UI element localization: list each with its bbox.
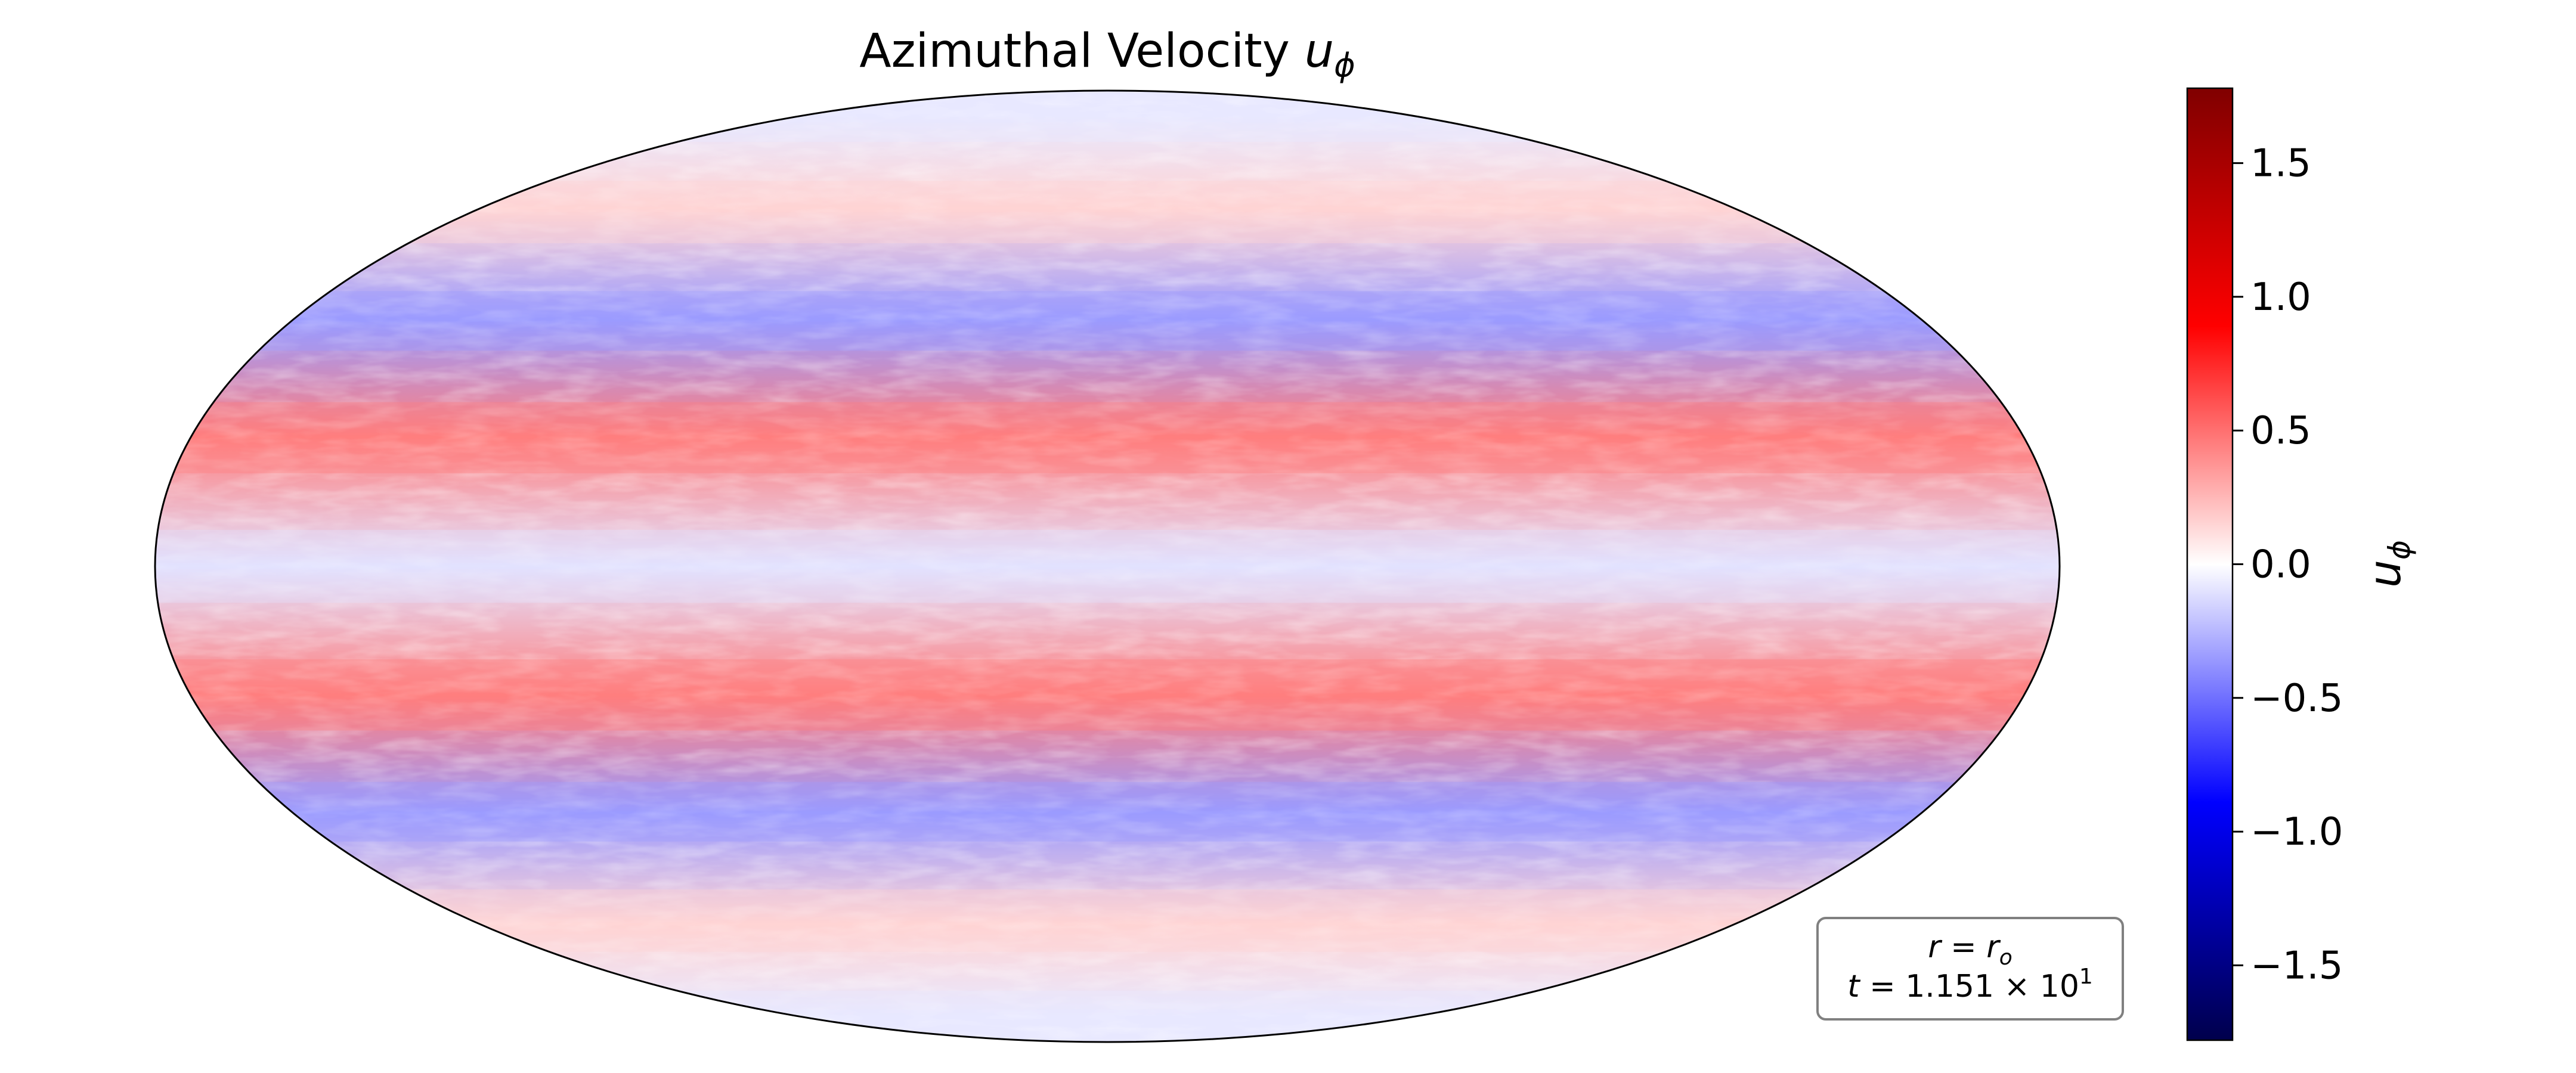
zonal-band-5: [155, 659, 2060, 731]
zonal-band-4: [155, 529, 2060, 603]
colorbar-tick-label: 1.5: [2250, 142, 2311, 186]
zonal-band-2: [155, 291, 2060, 351]
colorbar-tick-label: −0.5: [2250, 677, 2343, 721]
colorbar-gradient-bar: [2186, 87, 2234, 1041]
annotation-radius: r = ro: [1928, 929, 2012, 970]
turbulence-texture: [155, 91, 2060, 1042]
zonal-band-3: [155, 402, 2060, 473]
colorbar-tick-label: −1.0: [2250, 810, 2343, 854]
zonal-band-6: [155, 782, 2060, 842]
zonal-band-1: [155, 181, 2060, 243]
map-outline: [154, 89, 2061, 1043]
annotation-box: r = ro t = 1.151 × 101: [1816, 917, 2124, 1021]
colorbar-label: uϕ: [2360, 540, 2417, 588]
colorbar-tick-label: 0.5: [2250, 409, 2311, 453]
annotation-time: t = 1.151 × 101: [1847, 965, 2093, 1004]
zonal-band-8: [155, 991, 2060, 1028]
zonal-band-7: [155, 889, 2060, 952]
chart-title: Azimuthal Velocity uϕ: [859, 24, 1355, 84]
mollweide-map: [154, 89, 2061, 1043]
colorbar-tick-label: 0.0: [2250, 543, 2311, 587]
colorbar-tick-label: 1.0: [2250, 275, 2311, 320]
colorbar-tick-label: −1.5: [2250, 944, 2343, 988]
colorbar: 1.5 1.0 0.5 0.0 −0.5 −1.0 −1.5 uϕ: [2186, 87, 2417, 1041]
colorbar-ticks: 1.5 1.0 0.5 0.0 −0.5 −1.0 −1.5: [2233, 142, 2343, 988]
zonal-band-0: [155, 105, 2060, 142]
